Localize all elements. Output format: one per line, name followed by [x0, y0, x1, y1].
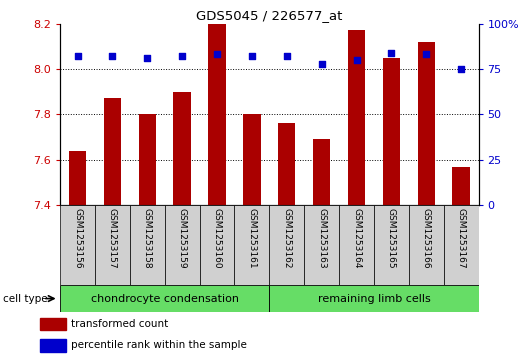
- Text: GSM1253157: GSM1253157: [108, 208, 117, 269]
- Bar: [383, 58, 400, 205]
- Bar: [40, 339, 66, 351]
- Bar: [452, 167, 470, 205]
- Bar: [304, 205, 339, 285]
- Bar: [243, 114, 260, 205]
- Bar: [374, 205, 409, 285]
- Bar: [40, 318, 66, 330]
- Point: [457, 66, 465, 72]
- Bar: [444, 205, 479, 285]
- Bar: [60, 205, 95, 285]
- Bar: [417, 42, 435, 205]
- Bar: [60, 285, 269, 312]
- Text: remaining limb cells: remaining limb cells: [317, 294, 430, 303]
- Point: [178, 53, 186, 59]
- Bar: [269, 205, 304, 285]
- Text: GSM1253161: GSM1253161: [247, 208, 256, 269]
- Text: chondrocyte condensation: chondrocyte condensation: [91, 294, 238, 303]
- Text: GSM1253159: GSM1253159: [178, 208, 187, 269]
- Bar: [234, 205, 269, 285]
- Point: [353, 57, 361, 63]
- Text: GSM1253163: GSM1253163: [317, 208, 326, 269]
- Bar: [409, 205, 444, 285]
- Text: percentile rank within the sample: percentile rank within the sample: [71, 340, 247, 350]
- Bar: [95, 205, 130, 285]
- Bar: [339, 205, 374, 285]
- Text: GSM1253167: GSM1253167: [457, 208, 465, 269]
- Point: [108, 53, 117, 59]
- Text: GSM1253166: GSM1253166: [422, 208, 431, 269]
- Text: GSM1253164: GSM1253164: [352, 208, 361, 269]
- Point: [282, 53, 291, 59]
- Point: [73, 53, 82, 59]
- Text: GSM1253158: GSM1253158: [143, 208, 152, 269]
- Point: [387, 50, 395, 56]
- Text: GSM1253156: GSM1253156: [73, 208, 82, 269]
- Bar: [200, 205, 234, 285]
- Title: GDS5045 / 226577_at: GDS5045 / 226577_at: [196, 9, 343, 23]
- Bar: [130, 205, 165, 285]
- Point: [143, 55, 152, 61]
- Point: [422, 52, 430, 57]
- Bar: [139, 114, 156, 205]
- Bar: [348, 30, 365, 205]
- Point: [317, 61, 326, 66]
- Bar: [69, 151, 86, 205]
- Text: transformed count: transformed count: [71, 319, 168, 329]
- Text: cell type: cell type: [3, 294, 47, 303]
- Point: [248, 53, 256, 59]
- Bar: [278, 123, 295, 205]
- Bar: [104, 98, 121, 205]
- Text: GSM1253165: GSM1253165: [387, 208, 396, 269]
- Text: GSM1253162: GSM1253162: [282, 208, 291, 269]
- Bar: [174, 92, 191, 205]
- Bar: [165, 205, 200, 285]
- Point: [213, 52, 221, 57]
- Bar: [313, 139, 331, 205]
- Text: GSM1253160: GSM1253160: [212, 208, 222, 269]
- Bar: [269, 285, 479, 312]
- Bar: [208, 24, 226, 205]
